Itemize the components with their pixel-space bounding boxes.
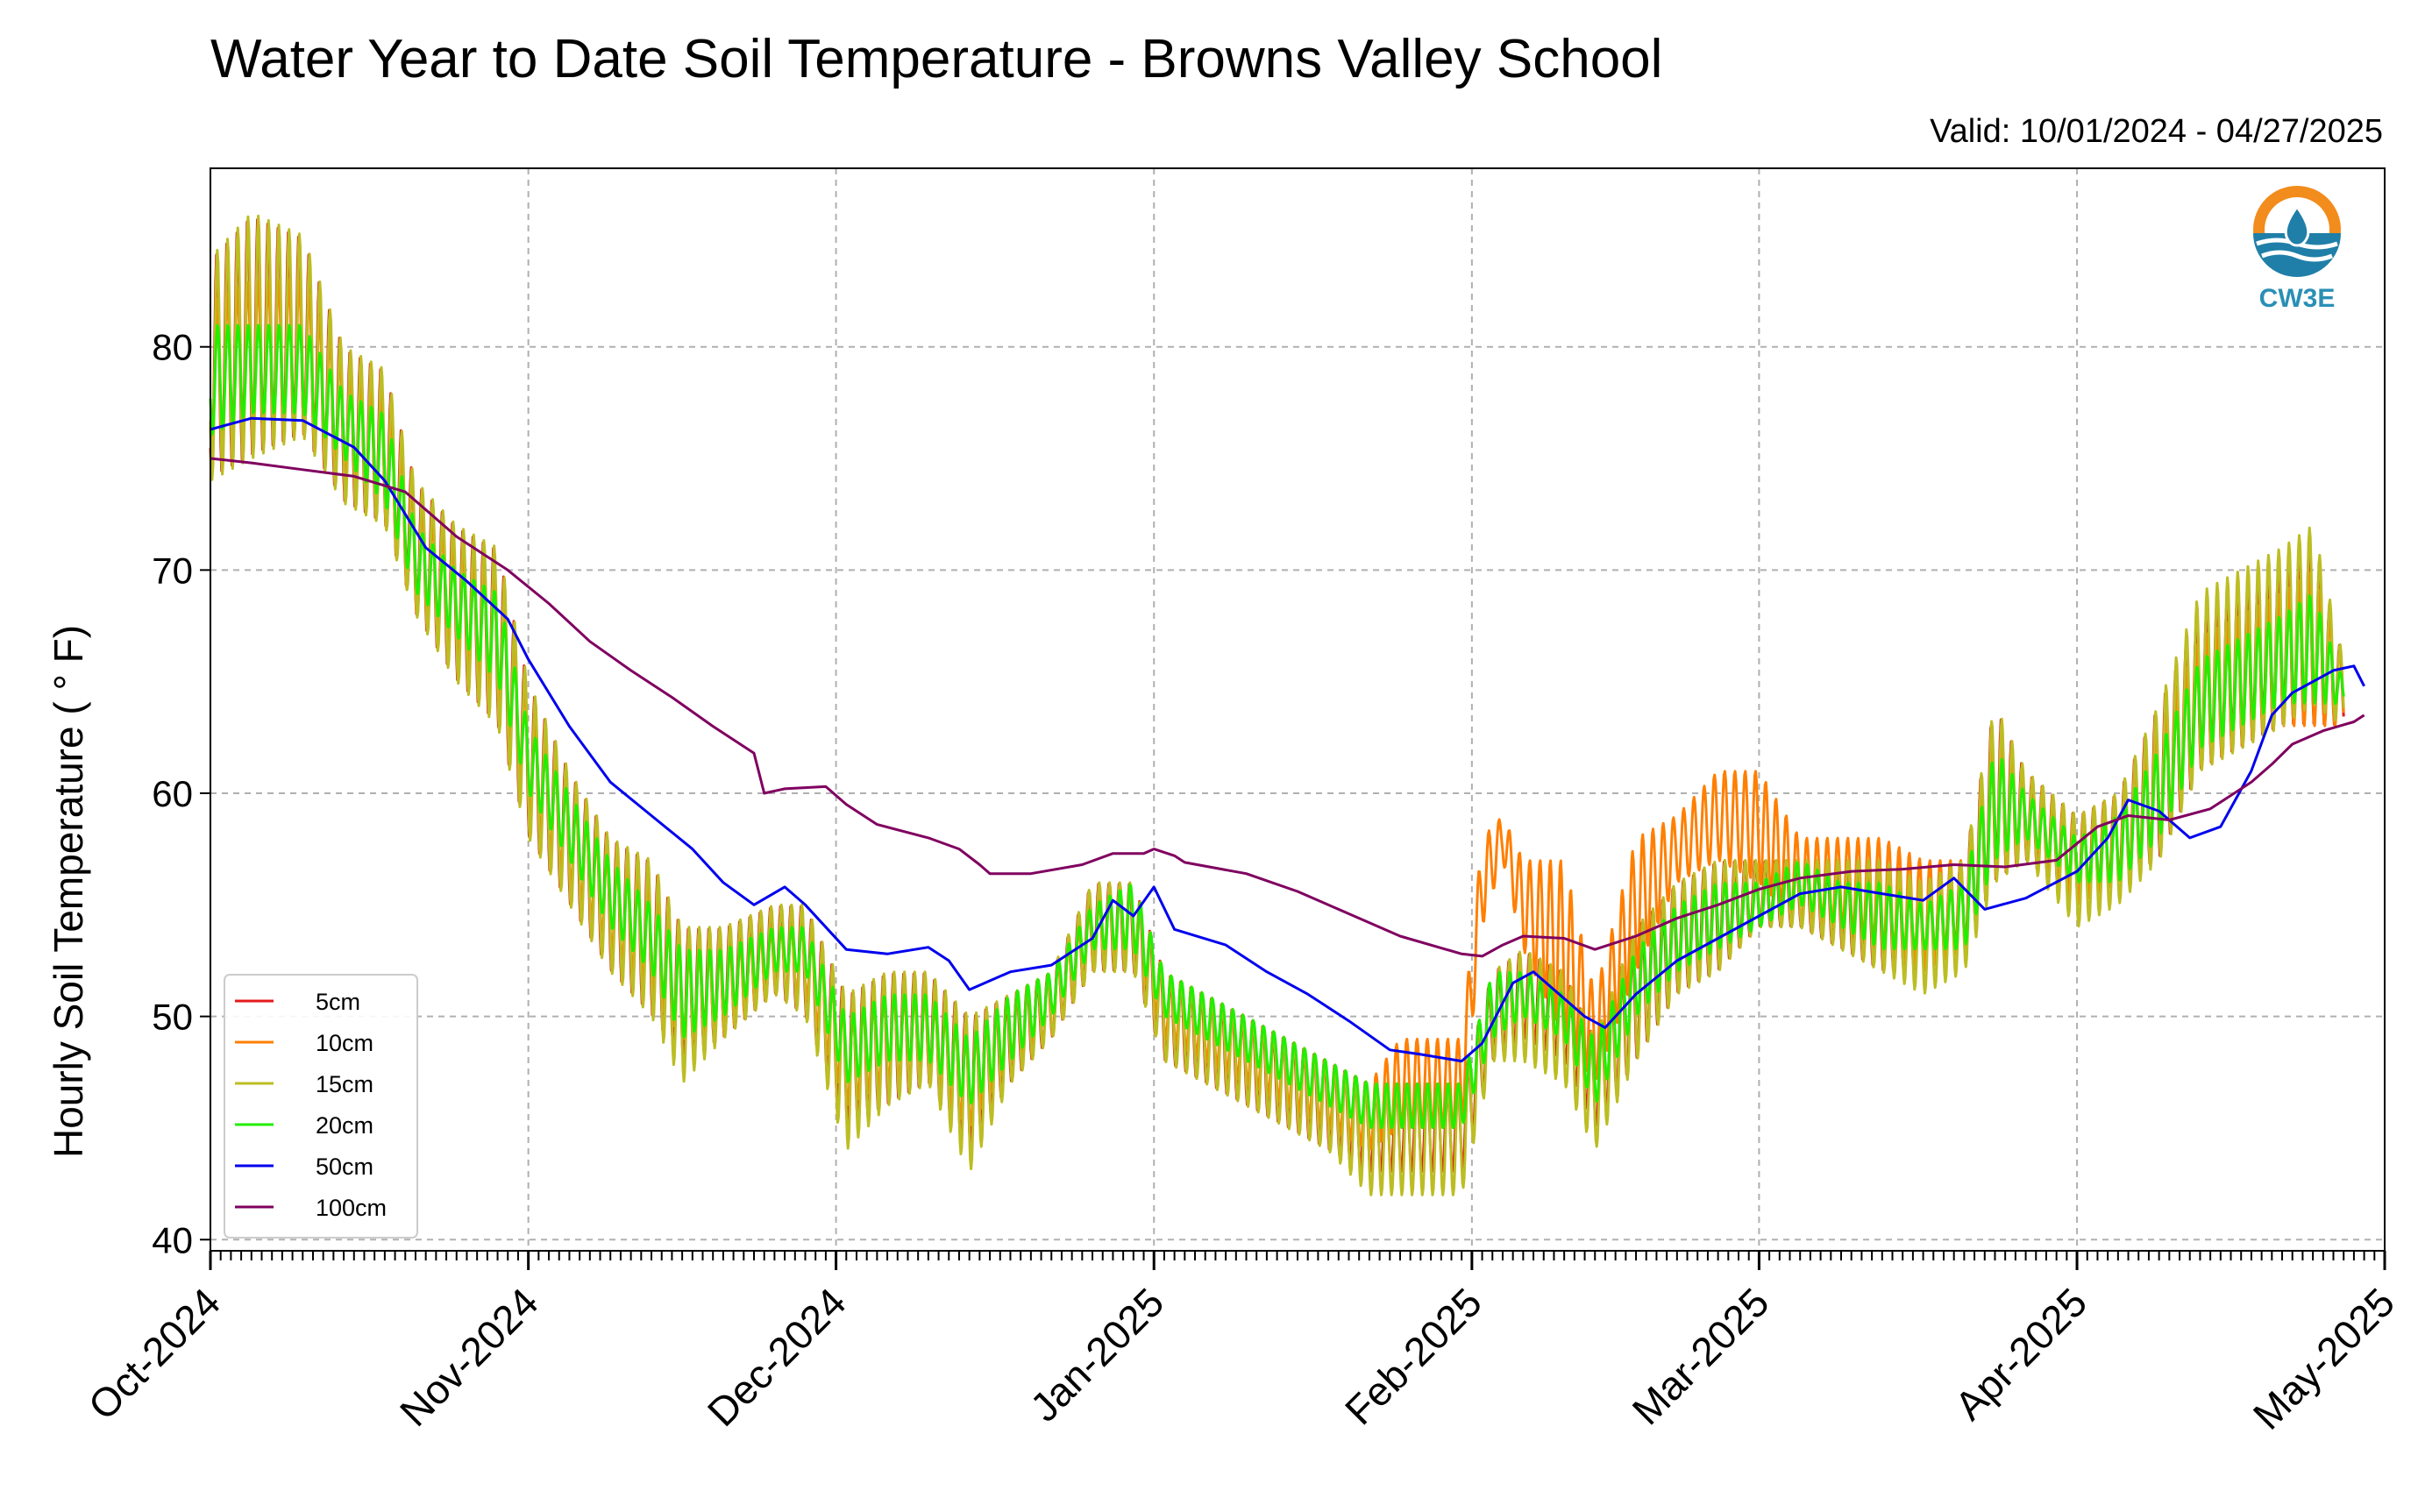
y-tick-labels: 40 50 60 70 80	[152, 327, 193, 1261]
legend-box	[224, 974, 418, 1239]
legend-label-100cm: 100cm	[316, 1195, 387, 1221]
y-axis-label: Hourly Soil Temperature ( ° F)	[46, 625, 91, 1158]
legend-label-20cm: 20cm	[316, 1112, 373, 1139]
series-line-10cm	[209, 279, 2345, 1151]
y-tick-label: 70	[152, 550, 193, 591]
y-tick-label: 80	[152, 327, 193, 368]
y-tick-label: 50	[152, 997, 193, 1038]
legend-label-15cm: 15cm	[316, 1071, 373, 1097]
axis-ticks	[200, 345, 2386, 1270]
legend-label-10cm: 10cm	[316, 1030, 373, 1056]
x-tick-label: Apr-2025	[1946, 1279, 2096, 1429]
logo-text: CW3E	[2259, 284, 2336, 313]
x-tick-labels: Oct-2024 Nov-2024 Dec-2024 Jan-2025 Feb-2025…	[80, 1279, 2404, 1437]
valid-range-label: Valid: 10/01/2024 - 04/27/2025	[1930, 113, 2383, 150]
y-tick-label: 60	[152, 773, 193, 814]
series-line-20cm	[209, 323, 2345, 1129]
cw3e-logo: CW3E	[2253, 186, 2341, 313]
legend: 5cm 10cm 15cm 20cm 50cm 100cm	[224, 974, 418, 1239]
series-line-100cm	[210, 457, 2365, 958]
series-line-5cm	[209, 218, 2345, 1173]
gridlines	[210, 168, 2385, 1251]
legend-label-50cm: 50cm	[316, 1154, 373, 1180]
series-lines	[209, 214, 2365, 1196]
x-tick-label: Mar-2025	[1624, 1279, 1778, 1433]
x-tick-label: Nov-2024	[391, 1279, 547, 1435]
legend-label-5cm: 5cm	[316, 989, 360, 1015]
x-tick-label: Oct-2024	[80, 1279, 230, 1429]
series-line-50cm	[210, 416, 2365, 1063]
y-tick-label: 40	[152, 1219, 193, 1260]
x-tick-label: Dec-2024	[699, 1279, 855, 1435]
x-tick-label: Feb-2025	[1336, 1279, 1490, 1433]
chart-title: Water Year to Date Soil Temperature - Br…	[210, 29, 1662, 89]
logo-drop-icon	[2284, 204, 2310, 247]
x-tick-label: May-2025	[2244, 1279, 2403, 1437]
x-tick-label: Jan-2025	[1021, 1279, 1172, 1430]
